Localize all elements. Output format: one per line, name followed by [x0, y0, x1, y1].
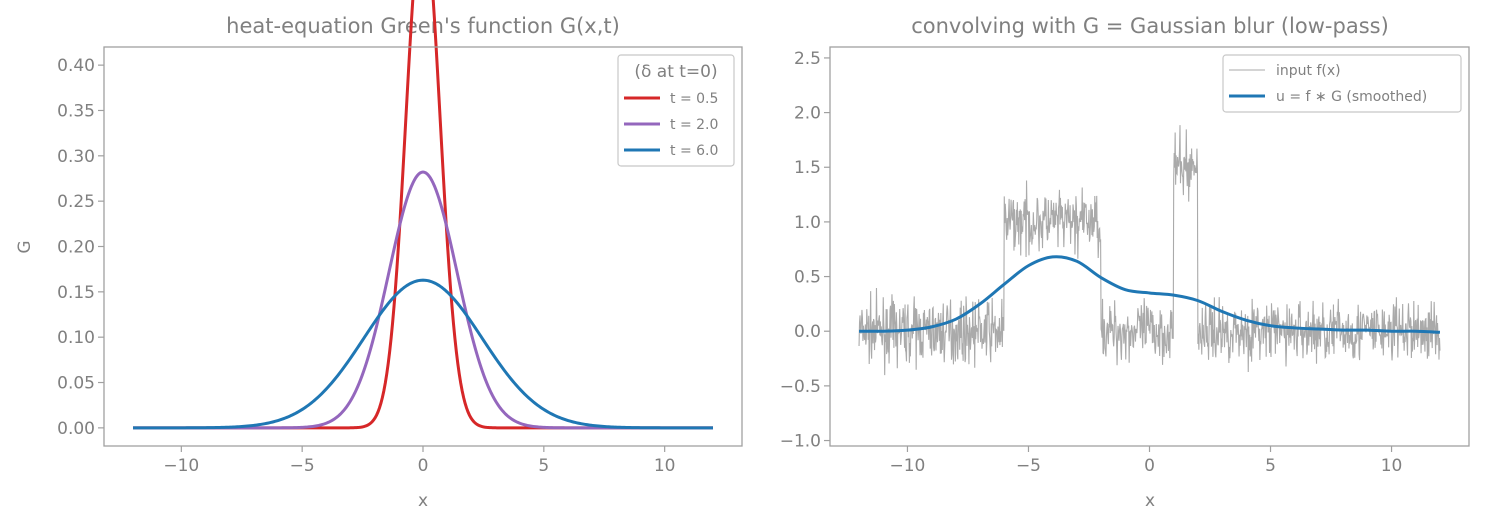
legend-label: t = 6.0 [670, 143, 718, 159]
plot-area [133, 0, 713, 430]
tick-group: −10 −5 0 5 10 −1.0 −0.5 0.0 0.5 1.0 1.5 2.0 2.5 [780, 49, 1403, 476]
y-tick-label: −1.0 [780, 432, 821, 452]
chart-title: heat-equation Green's function G(x,t) [226, 14, 620, 38]
series-line-t-2-0 [133, 170, 713, 430]
x-tick-label: −10 [163, 456, 199, 476]
y-tick-label: 2.0 [794, 104, 821, 124]
axes-frame [103, 46, 743, 447]
legend-label: u = f ∗ G (smoothed) [1276, 89, 1427, 105]
y-tick-label: 0.5 [794, 268, 821, 288]
plot-area [858, 125, 1441, 376]
legend-label: t = 2.0 [670, 117, 718, 133]
axes-frame [829, 46, 1470, 447]
y-tick-label: 0.40 [57, 56, 95, 76]
x-axis-label: x [418, 491, 428, 511]
y-tick-label: 0.10 [57, 328, 95, 348]
series-line-smoothed [859, 255, 1441, 334]
y-tick-label: 2.5 [794, 49, 821, 69]
y-tick-label: 1.5 [794, 158, 821, 178]
chart-title: convolving with G = Gaussian blur (low-p… [911, 14, 1389, 38]
legend: (δ at t=0) t = 0.5 t = 2.0 t = 6.0 [617, 54, 735, 167]
legend: input f(x) u = f ∗ G (smoothed) [1222, 54, 1462, 113]
legend-label: input f(x) [1276, 63, 1341, 79]
gaussian-blur-chart: convolving with G = Gaussian blur (low-p… [780, 14, 1470, 511]
x-axis-label: x [1145, 491, 1155, 511]
legend-frame [1222, 54, 1462, 113]
y-tick-label: 0.0 [794, 322, 821, 342]
legend-label: t = 0.5 [670, 91, 718, 107]
greens-function-chart: heat-equation Green's function G(x,t) x … [15, 0, 743, 511]
y-axis-label: G [15, 240, 35, 253]
y-tick-label: 0.20 [57, 238, 95, 258]
y-tick-label: 0.15 [57, 283, 95, 303]
x-tick-label: 5 [538, 456, 549, 476]
series-line-t-6-0 [133, 278, 713, 430]
x-tick-label: −5 [290, 456, 315, 476]
legend-title: (δ at t=0) [634, 62, 717, 82]
x-tick-label: 10 [1381, 456, 1403, 476]
legend-frame [617, 54, 735, 167]
x-tick-label: 5 [1265, 456, 1276, 476]
y-tick-label: 0.35 [57, 101, 95, 121]
y-tick-label: −0.5 [780, 377, 821, 397]
x-tick-label: −5 [1016, 456, 1041, 476]
y-tick-label: 0.05 [57, 374, 95, 394]
y-tick-label: 0.00 [57, 419, 95, 439]
x-tick-label: −10 [890, 456, 926, 476]
y-tick-label: 0.25 [57, 192, 95, 212]
series-line-input [858, 125, 1441, 376]
x-tick-label: 0 [418, 456, 429, 476]
x-tick-label: 10 [654, 456, 676, 476]
tick-group: −10 −5 0 5 10 0.00 0.05 0.10 0.15 0.20 0.25 0.30 0.3… [57, 56, 675, 476]
y-tick-label: 0.30 [57, 147, 95, 167]
y-tick-label: 1.0 [794, 213, 821, 233]
x-tick-label: 0 [1144, 456, 1155, 476]
